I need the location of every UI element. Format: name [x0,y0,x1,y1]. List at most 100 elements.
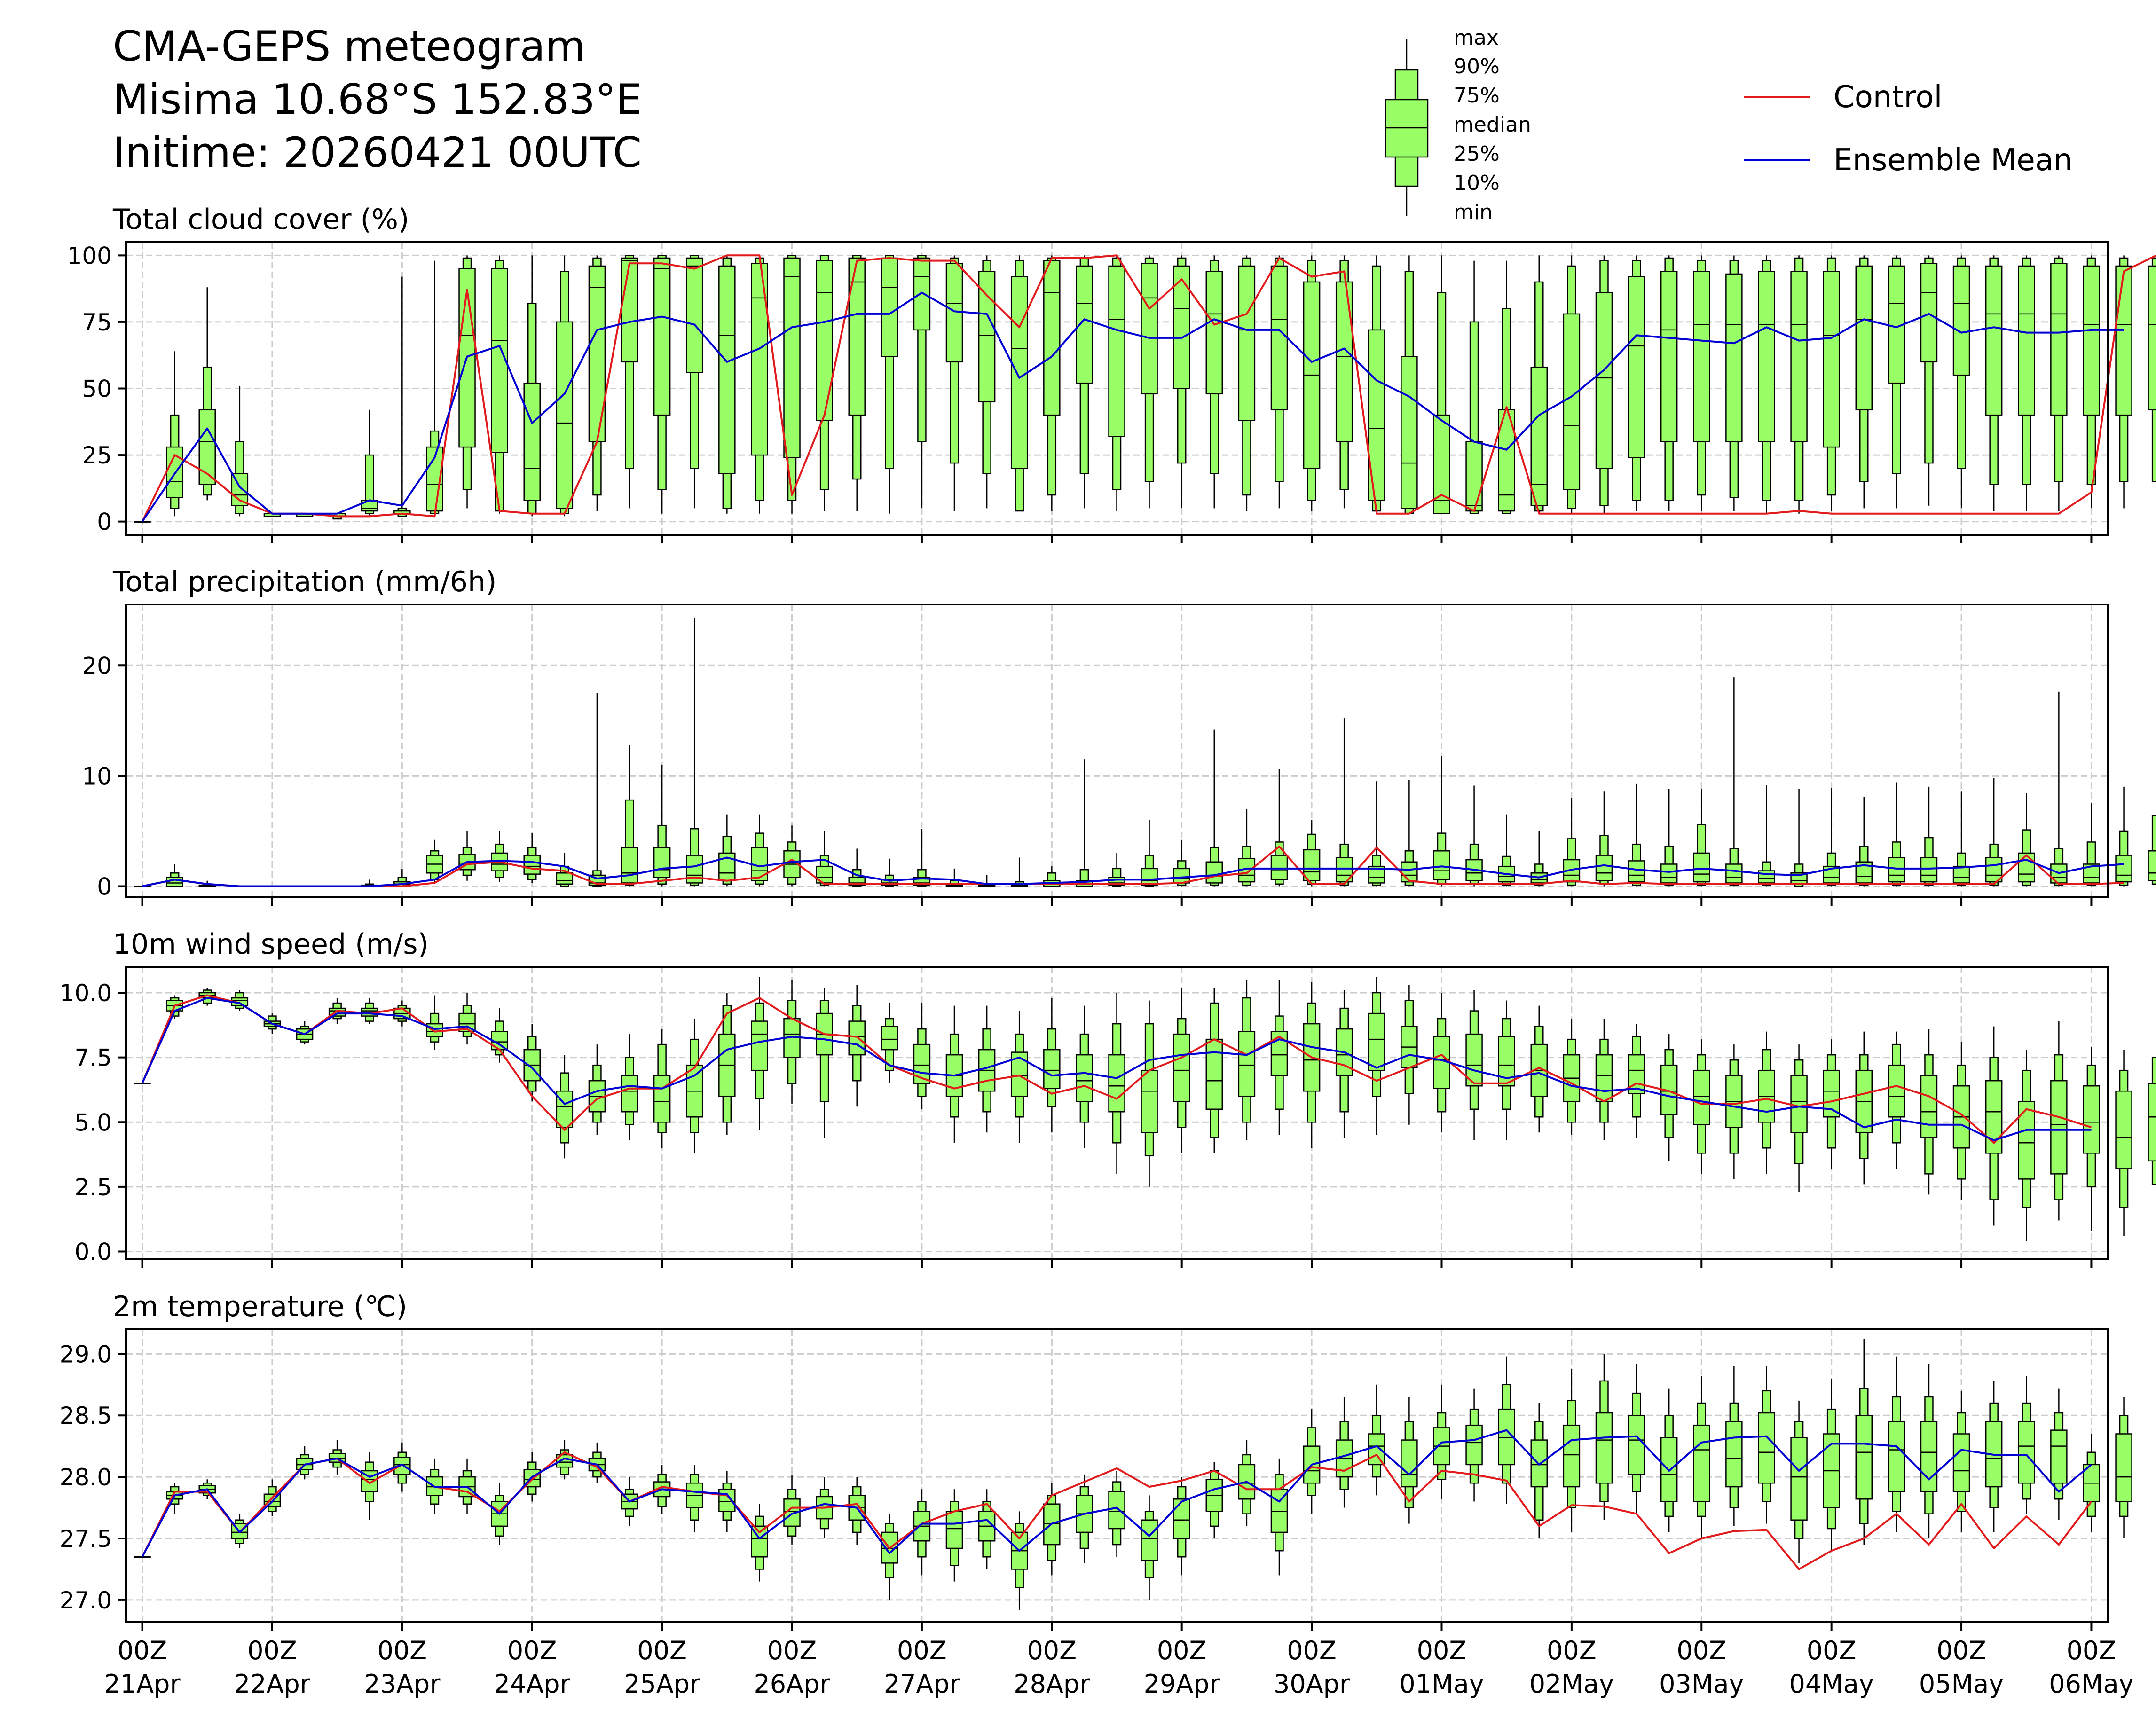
ensemble-box [2018,255,2035,511]
ensemble-box [1238,980,1256,1140]
x-tick-label-hour: 00Z [1157,1636,1207,1665]
ensemble-box [1043,998,1061,1133]
box-25-75 [1920,857,1938,883]
ensemble-box [685,1019,703,1153]
ensemble-box [166,864,183,887]
ensemble-box [361,1452,378,1520]
ensemble-box [1108,993,1125,1174]
y-tick-label: 2.5 [74,1174,112,1201]
box-25-75 [1076,1054,1093,1102]
box-25-75 [556,872,574,885]
ensemble-box [1465,260,1483,514]
ensemble-box [1855,255,1873,509]
ensemble-box [426,995,443,1050]
ensemble-box [1660,1388,1678,1532]
box-25-75 [1173,1498,1190,1539]
x-tick-label-date: 01May [1399,1669,1484,1699]
box-25-75 [1043,1049,1061,1089]
box-25-75 [1952,1433,1970,1492]
box-25-75 [1888,857,1905,883]
box-25-75 [1693,1424,1710,1502]
box-25-75 [1401,861,1418,883]
box-25-75 [1952,265,1970,376]
ensemble-box [783,255,801,514]
ensemble-box [718,993,736,1135]
box-25-75 [1693,852,1710,883]
panel-4: 2m temperature (℃) 27.0 27.5 28.0 28.5 29.0 [60,1290,2132,1631]
box-25-75 [2115,1433,2132,1502]
ensemble-box [2050,1388,2068,1520]
ensemble-box [1985,255,2003,511]
x-tick-label-hour: 00Z [1417,1636,1467,1665]
box-25-75 [1401,1439,1418,1488]
ensemble-box [1758,255,1775,514]
ensemble-box [751,255,768,514]
ensemble-box [1693,255,1710,511]
ensemble-box [1368,781,1385,887]
box-25-75 [1790,1075,1808,1133]
ensemble-box [1141,820,1158,887]
box-25-75 [1465,1033,1483,1087]
ensemble-box [1173,839,1190,887]
ensemble-box [1010,1511,1028,1610]
box-25-75 [523,855,541,875]
ensemble-box [1920,1364,1938,1538]
x-tick-label-hour: 00Z [1936,1636,1986,1665]
ensemble-box [1628,783,1645,887]
ensemble-box [1141,255,1158,509]
panel-frame [125,604,2109,898]
ensemble-box [848,255,866,511]
ensemble-box [1498,1000,1515,1140]
box-25-75 [1628,276,1645,459]
ensemble-box [1433,993,1450,1133]
box-25-75 [1595,1412,1613,1484]
ensemble-box [1173,1477,1190,1576]
box-10-90 [2151,815,2156,885]
box-25-75 [1595,292,1613,469]
ensemble-box [1920,786,1938,887]
x-tick-label-hour: 00Z [1676,1636,1726,1665]
x-tick-label-date: 28Apr [1014,1669,1090,1699]
ensemble-box [816,831,833,887]
box-25-75 [1985,857,2003,883]
ensemble-box [913,255,931,509]
ensemble-box [328,1440,346,1475]
y-tick-label: 10.0 [60,980,112,1007]
box-25-75 [1270,1031,1288,1076]
box-25-75 [2148,850,2156,881]
ensemble-box [1595,1354,1613,1520]
ensemble-box [1725,677,1743,887]
box-25-75 [1725,273,1743,443]
ensemble-box [1368,977,1385,1135]
legend-box-label: median [1454,113,1531,137]
box-25-75 [1141,868,1158,886]
ensemble-box [556,1055,574,1159]
ensemble-box [653,255,671,514]
box-25-75 [2083,1085,2100,1154]
x-tick-label-hour: 00Z [118,1636,167,1665]
ensemble-box [1498,260,1515,514]
box-25-75 [1660,863,1678,884]
ensemble-box [2083,803,2100,887]
ensemble-box [816,1477,833,1538]
control-line [141,254,2156,522]
box-25-75 [1043,1503,1061,1546]
ensemble-box [1790,1400,1808,1563]
box-25-75 [2050,1429,2068,1484]
box-25-75 [2115,855,2132,883]
x-tick-label-date: 24Apr [494,1669,571,1699]
ensemble-box [751,814,768,887]
box-25-75 [1205,271,1223,395]
ensemble-box [2018,793,2035,887]
ensemble-box [1270,980,1288,1135]
x-tick-label-date: 04May [1789,1669,1873,1699]
control-line [141,1451,2093,1570]
box-25-75 [1108,265,1125,437]
box-25-75 [978,271,996,403]
ensemble-box [1952,1042,1970,1200]
box-25-75 [2115,265,2132,416]
y-tick-label: 20 [82,652,112,679]
ensemble-box [1628,1024,1645,1138]
panel-2: Total precipitation (mm/6h) 0 10 20 [82,565,2156,906]
box-25-75 [198,409,216,485]
